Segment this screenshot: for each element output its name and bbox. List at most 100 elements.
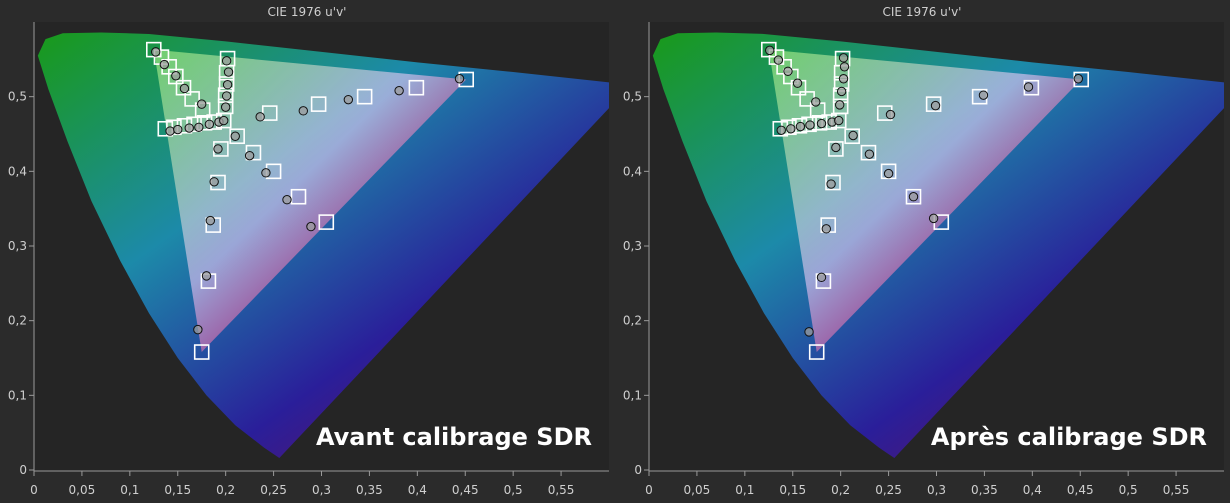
y-tick-label: 0,5 [623, 90, 642, 104]
gamut-triangle [153, 49, 467, 353]
measured-point [454, 74, 465, 84]
x-tick-label: 0,15 [164, 483, 191, 497]
target-marker [218, 64, 235, 81]
x-tick-label: 0,4 [1023, 483, 1042, 497]
measured-point [219, 115, 229, 126]
x-tick-label: 0,4 [408, 483, 427, 497]
measured-point [213, 144, 223, 154]
x-tick-label: 0,45 [1067, 483, 1094, 497]
measured-point [173, 124, 183, 135]
x-tick-label: 0,1 [735, 483, 754, 497]
measured-point [230, 131, 240, 141]
measured-point [885, 109, 896, 120]
x-tick-label: 0 [30, 483, 38, 497]
x-tick-label: 0,3 [927, 483, 946, 497]
x-tick-label: 0,3 [312, 483, 331, 497]
gamut-triangle [768, 49, 1082, 353]
target-marker [808, 344, 825, 360]
measured-point [394, 85, 404, 96]
x-tick-label: 0,25 [260, 483, 287, 497]
measured-point [804, 327, 814, 337]
measured-point [197, 99, 207, 109]
measured-point [222, 80, 233, 90]
measured-point [205, 215, 216, 226]
y-tick-label: 0,3 [8, 239, 27, 253]
target-marker [905, 188, 922, 205]
y-tick-label: 0,3 [623, 239, 642, 253]
measured-point [864, 149, 875, 159]
measured-point [930, 100, 941, 111]
chart-title: CIE 1976 u'v' [883, 5, 962, 19]
measured-point [244, 150, 255, 161]
measured-point [1073, 74, 1084, 84]
measured-point [838, 74, 849, 84]
x-tick-label: 0,5 [504, 483, 523, 497]
measured-point [776, 125, 786, 135]
measured-point [201, 271, 212, 281]
chart-caption: Après calibrage SDR [931, 423, 1207, 451]
measured-point [261, 168, 271, 178]
y-tick-label: 0,4 [8, 164, 27, 178]
x-tick-label: 0,5 [1119, 483, 1138, 497]
measured-point [838, 53, 849, 63]
y-tick-label: 0,1 [8, 388, 27, 402]
target-marker [218, 76, 235, 92]
target-marker [860, 144, 877, 161]
measured-point [204, 119, 215, 129]
measured-point [306, 221, 316, 232]
measured-point [908, 192, 919, 202]
y-tick-label: 0,5 [8, 90, 27, 104]
chart-before-calibration: CIE 1976 u'v' 0 0,05 0,1 0,15 0,2 0,25 0,3 0,35 0… [8, 5, 609, 497]
measured-point [928, 213, 939, 224]
measured-point [151, 47, 161, 57]
measured-point [805, 120, 815, 130]
chart-after-calibration: CIE 1976 u'v' 0 0,05 0,1 0,15 0,2 0,25 0,3 0,35 0… [623, 5, 1224, 497]
measured-point [255, 112, 265, 122]
y-tick-label: 0,2 [8, 314, 27, 328]
measured-point [839, 62, 850, 72]
measured-point [194, 122, 204, 132]
y-tick-label: 0,2 [623, 314, 642, 328]
target-marker [825, 174, 841, 191]
measured-point [221, 91, 232, 101]
measured-point [848, 130, 858, 141]
measured-point [209, 177, 219, 187]
measured-point [343, 94, 354, 105]
target-marker [844, 128, 860, 145]
y-tick-label: 0,1 [623, 388, 642, 402]
measured-point [883, 168, 894, 179]
measured-point [773, 55, 784, 65]
x-tick-label: 0,25 [875, 483, 902, 497]
measured-point [816, 118, 827, 129]
target-marker [880, 163, 897, 180]
measured-point [795, 121, 806, 132]
x-tick-label: 0,05 [69, 483, 96, 497]
measured-point [221, 56, 232, 66]
x-tick-label: 0,35 [356, 483, 383, 497]
y-tick-label: 0 [634, 463, 642, 477]
target-marker [828, 141, 844, 157]
measured-point [783, 66, 793, 76]
x-tick-label: 0,1 [120, 483, 139, 497]
measured-point [282, 195, 292, 205]
measured-point [184, 123, 194, 133]
target-marker [310, 96, 327, 112]
x-tick-label: 0,05 [684, 483, 711, 497]
measured-point [835, 100, 845, 110]
target-marker [184, 91, 200, 107]
chart-title: CIE 1976 u'v' [268, 5, 347, 19]
chart-caption: Avant calibrage SDR [316, 423, 592, 451]
target-marker [175, 79, 192, 96]
target-marker [193, 344, 210, 360]
target-marker [925, 96, 942, 112]
measured-point [165, 126, 175, 136]
measured-point [171, 71, 181, 81]
x-tick-label: 0,55 [1163, 483, 1190, 497]
measured-point [816, 272, 827, 283]
measured-point [978, 90, 989, 100]
target-marker [229, 128, 245, 145]
measured-point [834, 115, 844, 126]
measured-point [223, 67, 234, 77]
x-tick-label: 0,2 [831, 483, 850, 497]
